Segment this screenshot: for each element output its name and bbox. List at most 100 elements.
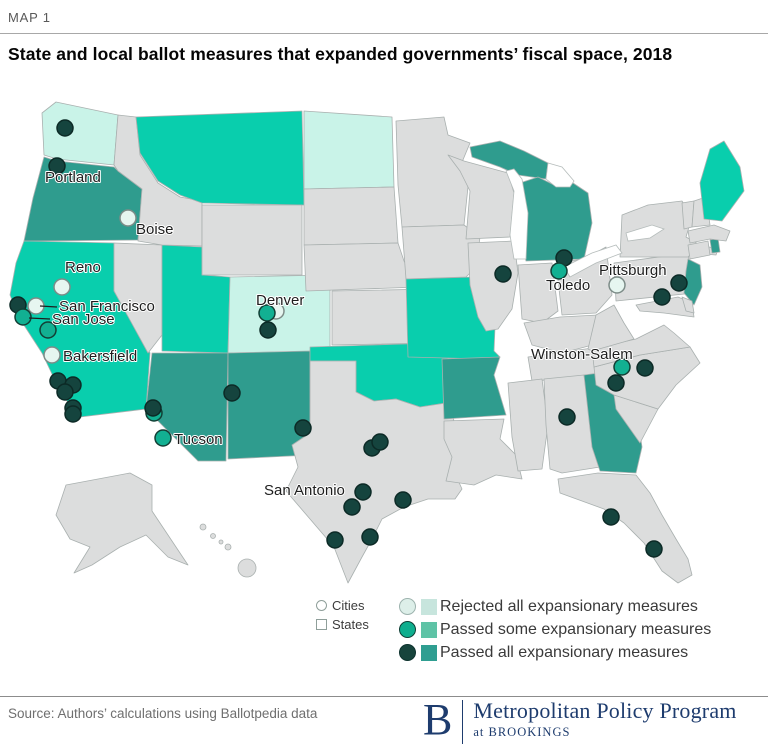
state-HI-island-1 (210, 533, 216, 539)
legend-circle-swatch (399, 621, 416, 638)
state-CT (687, 240, 711, 260)
state-NE (303, 242, 421, 292)
city-label-san-jose: San Jose (52, 311, 115, 328)
city-dot-reno (53, 278, 71, 296)
state-NJ (683, 258, 703, 306)
city-label-san-antonio: San Antonio (264, 482, 345, 499)
city-label-toledo: Toledo (546, 277, 590, 294)
logo-divider (462, 700, 464, 744)
state-WA (41, 101, 119, 166)
state-AZ (145, 352, 229, 462)
legend-circle-swatch (399, 644, 416, 661)
state-HI-island-3 (224, 543, 232, 551)
state-TX (285, 360, 463, 584)
shape-key-cities-label: Cities (332, 598, 365, 613)
legend-label: Passed some expansionary measures (440, 620, 712, 638)
legend-row-passed-some: Passed some expansionary measures (399, 618, 711, 641)
city-dot-colorado-springs (259, 321, 277, 339)
city-dot-fresno (39, 321, 57, 339)
city-dot-corpus-christi (361, 528, 379, 546)
logo-program-name: Metropolitan Policy Program (473, 698, 737, 723)
city-dot-denver (258, 304, 276, 322)
source-note: Source: Authors’ calculations using Ball… (8, 706, 318, 721)
legend-circle-swatch (399, 598, 416, 615)
footer-divider (0, 696, 768, 697)
city-label-winston-salem: Winston-Salem (531, 346, 633, 363)
city-dot-raleigh (636, 359, 654, 377)
state-MT (135, 110, 305, 206)
state-ME (699, 140, 745, 222)
brookings-b-mark: B (423, 695, 453, 744)
city-dot-tucson (154, 429, 172, 447)
state-HI-island-0 (199, 523, 207, 531)
state-AR (441, 356, 507, 420)
logo-text: Metropolitan Policy Program at BROOKINGS (473, 698, 736, 744)
label-leader-line-0 (39, 305, 58, 308)
city-dot-miami (645, 540, 663, 558)
state-LA (443, 418, 523, 486)
legend-square-swatch (421, 644, 437, 661)
map-kicker: MAP 1 (8, 10, 51, 25)
label-leader-line-1 (28, 317, 51, 320)
us-map: Portland Boise Reno San Francisco San Jose Ba… (0, 95, 768, 595)
city-label-tucson: Tucson (174, 431, 223, 448)
state-shape-icon (316, 619, 327, 630)
city-label-bakersfield: Bakersfield (63, 348, 137, 365)
category-legend: Rejected all expansionary measures Passe… (399, 595, 711, 664)
logo-at-brookings: at BROOKINGS (473, 725, 571, 739)
city-dot-long-beach (56, 383, 74, 401)
state-IN (517, 262, 559, 324)
city-label-reno: Reno (65, 259, 101, 276)
city-dot-san-antonio (343, 498, 361, 516)
city-label-boise: Boise (136, 221, 174, 238)
state-MI (517, 176, 593, 262)
city-dot-laredo (326, 531, 344, 549)
legend-square-swatch (421, 621, 437, 638)
state-DE (681, 296, 695, 314)
state-ND (303, 110, 395, 190)
brookings-logo: B Metropolitan Policy Program at BROOKIN… (423, 698, 737, 744)
legend-row-passed-all: Passed all expansionary measures (399, 641, 711, 664)
city-dot-el-paso (294, 419, 312, 437)
state-FL (557, 472, 693, 584)
city-dot-dallas (371, 433, 389, 451)
city-dot-chicago (494, 265, 512, 283)
city-dot-tampa (602, 508, 620, 526)
shape-key-cities: Cities (316, 596, 369, 615)
state-HI-island-4 (237, 558, 257, 578)
state-HI-island-2 (218, 539, 224, 545)
city-dot-winston-salem (613, 358, 631, 376)
state-AK (55, 472, 189, 574)
legend-label: Rejected all expansionary measures (440, 597, 698, 615)
state-NV (113, 242, 163, 354)
legend-row-rejected: Rejected all expansionary measures (399, 595, 711, 618)
shape-key-states: States (316, 615, 369, 634)
state-WV (587, 304, 635, 352)
state-MN (395, 116, 471, 228)
city-dot-pittsburgh (608, 276, 626, 294)
city-dot-atlanta (558, 408, 576, 426)
city-label-portland: Portland (45, 169, 101, 186)
header-divider (0, 33, 768, 34)
legend-square-swatch (421, 598, 437, 615)
city-dot-albuquerque (223, 384, 241, 402)
great-lake-2 (563, 244, 623, 278)
great-lake-3 (625, 224, 665, 242)
city-dot-portland (48, 157, 66, 175)
city-dot-boise (119, 209, 137, 227)
great-lake-0 (505, 168, 529, 260)
city-dot-baltimore (653, 288, 671, 306)
state-MA (687, 224, 731, 244)
city-dot-bakersfield (43, 346, 61, 364)
city-dot-chula-vista (64, 405, 82, 423)
shape-key: Cities States (316, 596, 369, 634)
city-dot-houston (394, 491, 412, 509)
great-lake-1 (545, 162, 575, 188)
city-dot-newark (670, 274, 688, 292)
city-label-san-francisco: San Francisco (59, 298, 155, 315)
city-shape-icon (316, 600, 327, 611)
city-dot-phoenix (144, 399, 162, 417)
city-dot-toledo (550, 262, 568, 280)
